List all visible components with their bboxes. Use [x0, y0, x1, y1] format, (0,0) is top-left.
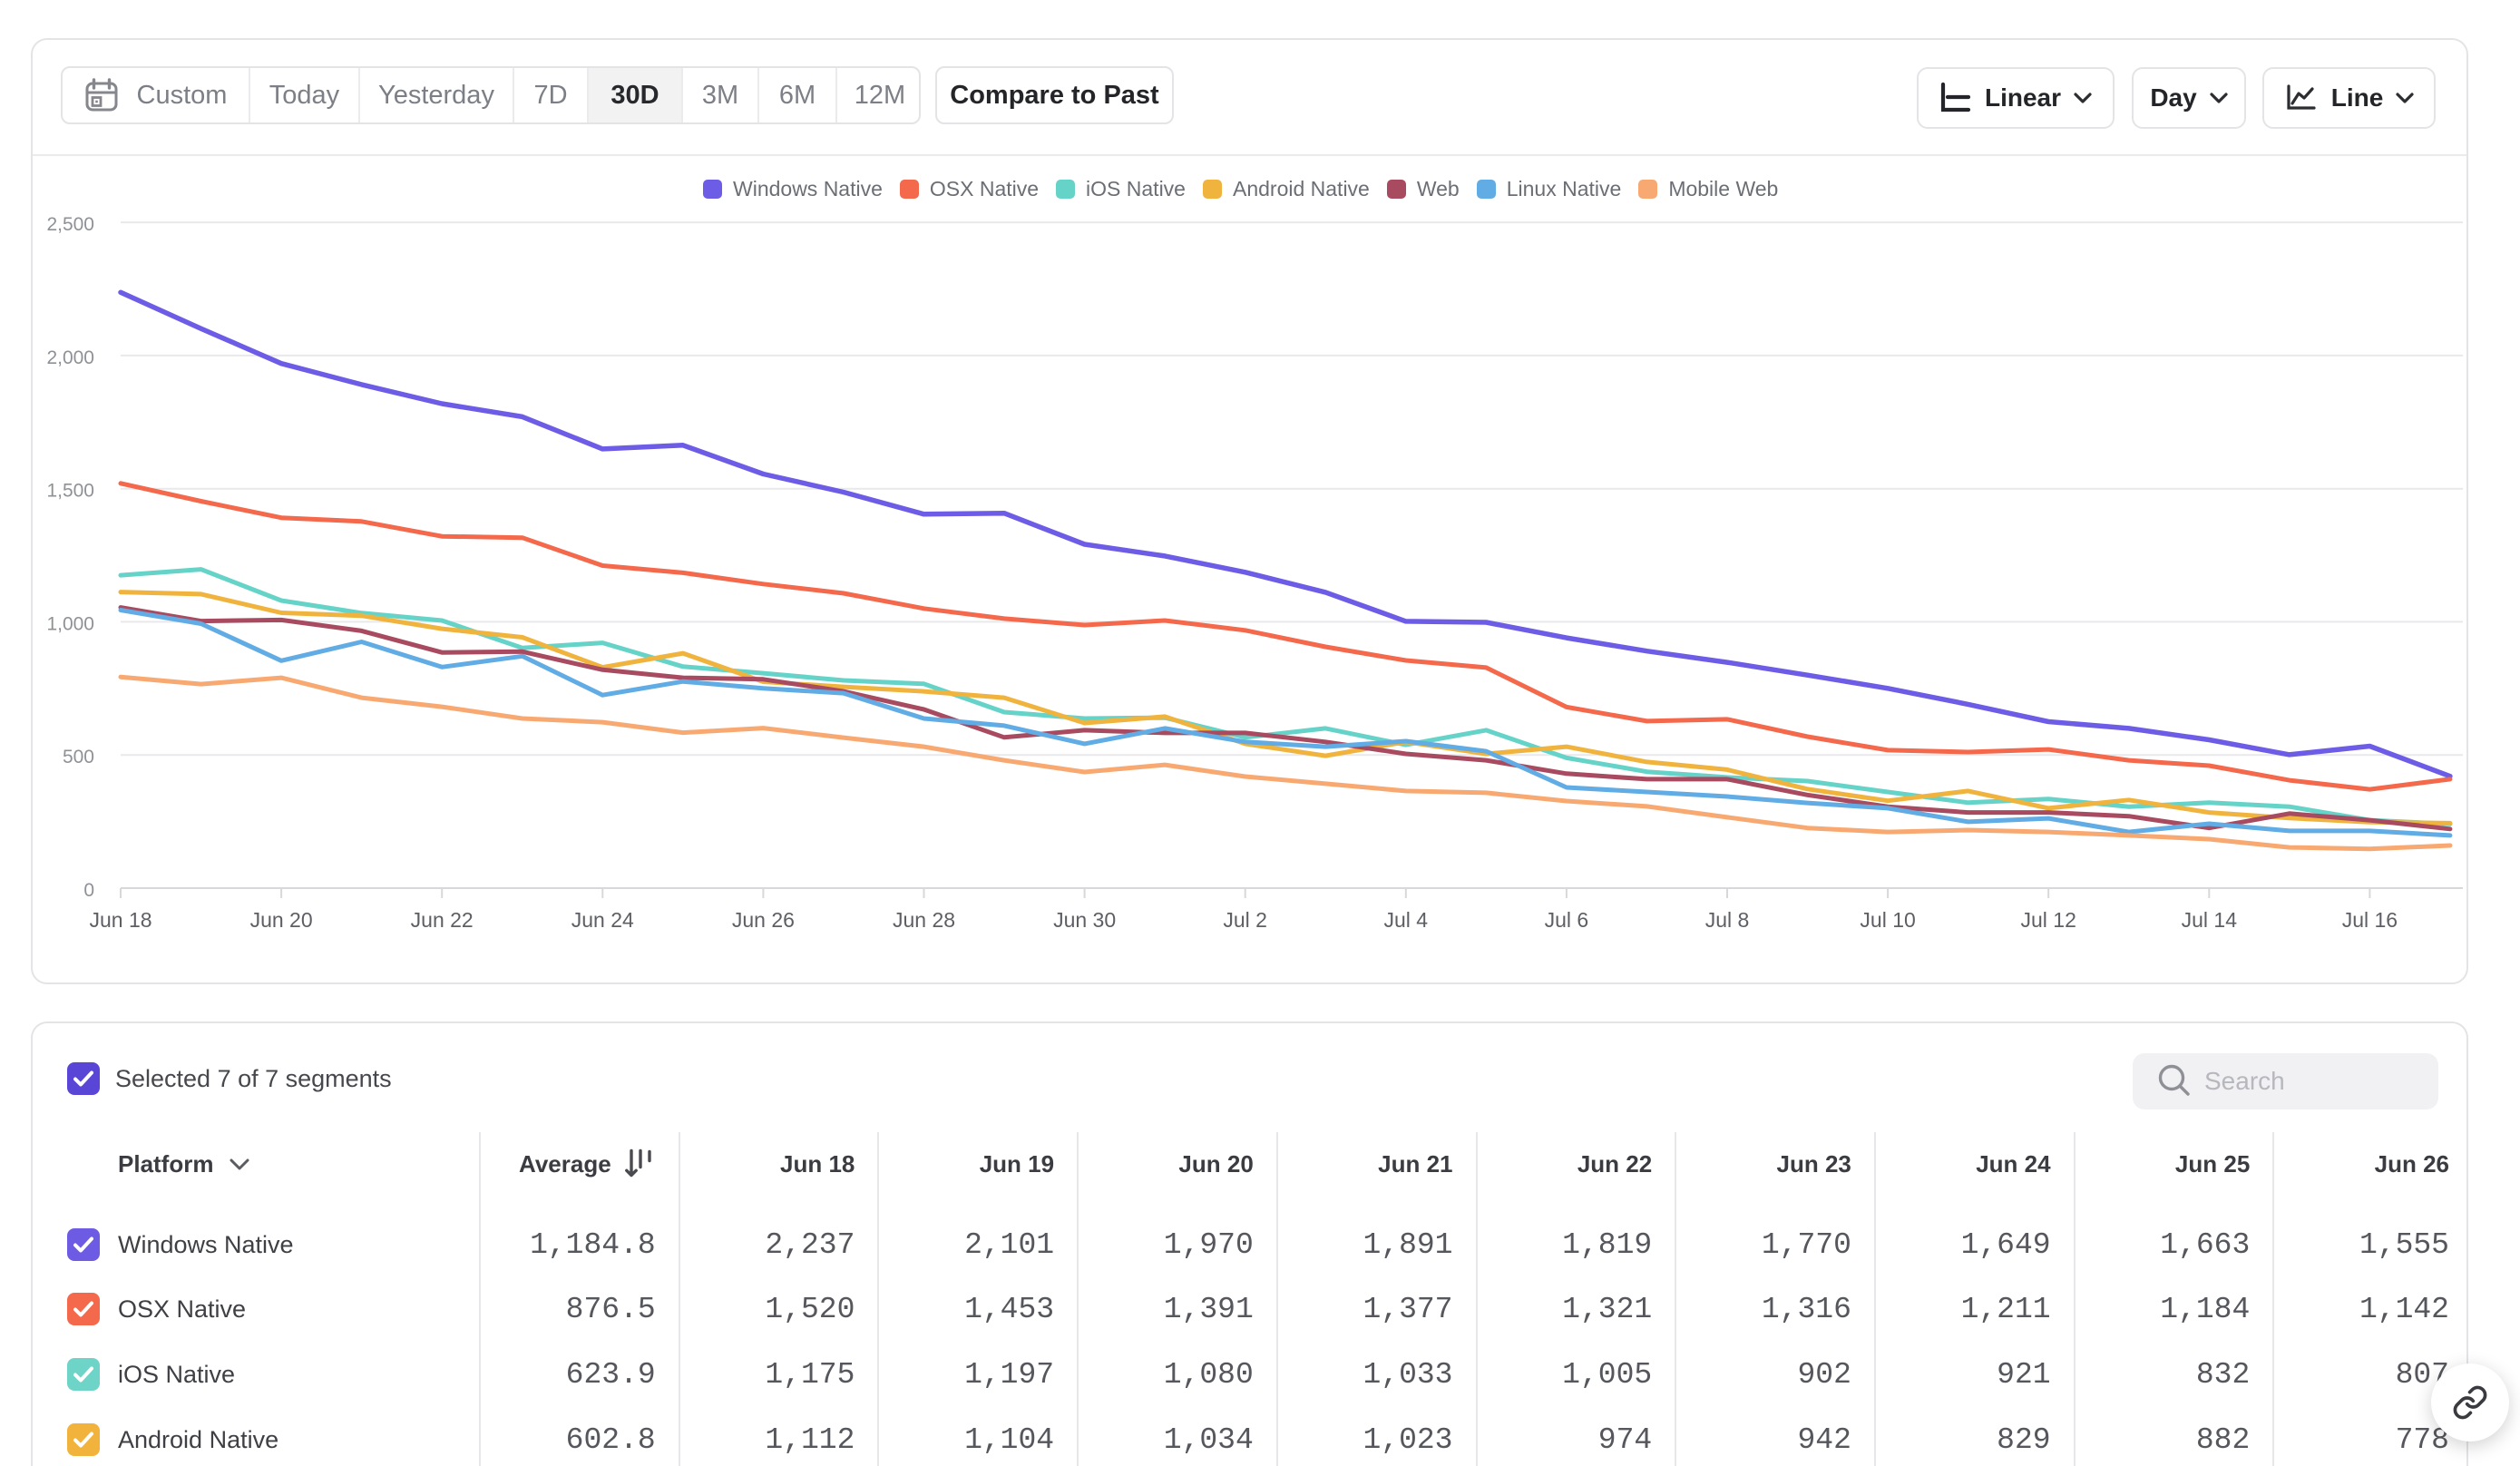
svg-text:Jun 24: Jun 24 [571, 908, 634, 932]
svg-text:Jun 28: Jun 28 [893, 908, 955, 932]
svg-text:Jul 2: Jul 2 [1223, 908, 1267, 932]
svg-text:Jul 4: Jul 4 [1384, 908, 1429, 932]
svg-text:500: 500 [63, 747, 94, 767]
svg-text:Jun 26: Jun 26 [732, 908, 795, 932]
svg-text:Jul 6: Jul 6 [1545, 908, 1589, 932]
svg-text:Jun 30: Jun 30 [1053, 908, 1116, 932]
svg-text:Jul 14: Jul 14 [2182, 908, 2238, 932]
svg-text:Jul 8: Jul 8 [1705, 908, 1750, 932]
svg-text:0: 0 [83, 880, 94, 901]
svg-text:1,500: 1,500 [46, 481, 94, 502]
svg-text:Jun 20: Jun 20 [250, 908, 313, 932]
svg-text:Jun 18: Jun 18 [89, 908, 151, 932]
svg-text:Jul 16: Jul 16 [2342, 908, 2398, 932]
svg-text:2,000: 2,000 [46, 347, 94, 368]
svg-text:1,000: 1,000 [46, 613, 94, 634]
svg-text:Jun 22: Jun 22 [411, 908, 474, 932]
svg-text:Jul 10: Jul 10 [1860, 908, 1915, 932]
svg-text:2,500: 2,500 [46, 214, 94, 235]
svg-text:Jul 12: Jul 12 [2021, 908, 2076, 932]
